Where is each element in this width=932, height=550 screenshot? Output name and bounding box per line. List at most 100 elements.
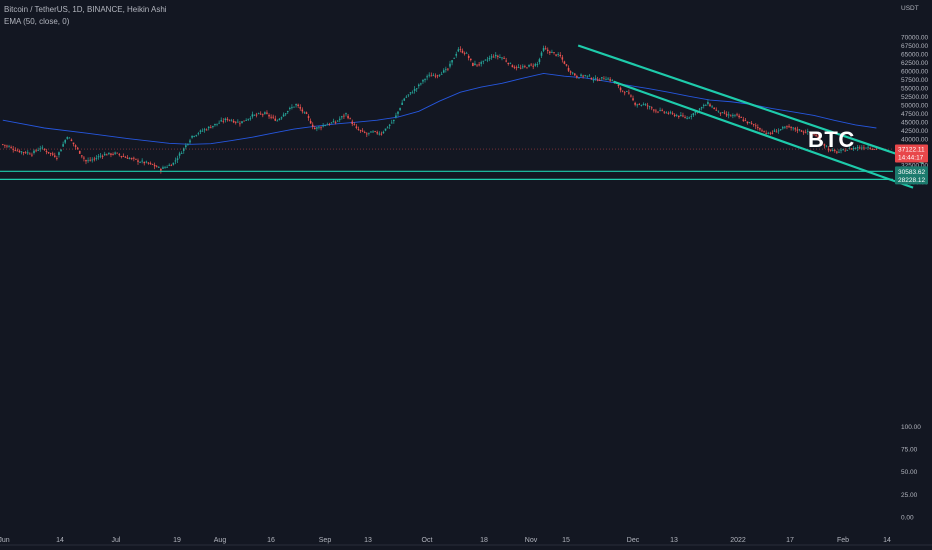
lower-tick-label: 50.00 — [901, 469, 918, 476]
ema-legend[interactable]: EMA (50, close, 0) — [4, 17, 70, 26]
candle-body — [719, 112, 722, 114]
candle-body — [707, 101, 709, 104]
candle-body — [748, 122, 751, 124]
candle-body — [112, 154, 114, 155]
candle-body — [515, 67, 518, 69]
candle-body — [769, 132, 772, 134]
time-tick-label: 2022 — [730, 537, 746, 544]
candle-body — [754, 125, 757, 127]
candle-body — [110, 153, 112, 155]
candle-body — [58, 152, 60, 155]
candle-body — [694, 111, 697, 113]
time-tick-label: 16 — [267, 537, 275, 544]
candle-body — [60, 149, 62, 152]
candle-body — [607, 78, 609, 80]
candle-body — [844, 150, 846, 152]
candle-body — [428, 74, 430, 76]
candle-body — [247, 118, 250, 120]
candle-body — [682, 115, 684, 117]
candle-body — [574, 73, 576, 76]
candle-body — [571, 72, 574, 74]
lower-pane-axis: 100.00 75.00 50.00 25.00 0.00 — [901, 424, 921, 522]
symbol-legend[interactable]: Bitcoin / TetherUS, 1D, BINANCE, Heikin … — [4, 5, 167, 14]
candle-body — [734, 114, 736, 116]
candle-body — [823, 144, 826, 146]
candle-body — [162, 167, 164, 169]
candle-body — [626, 91, 628, 92]
candle-body — [578, 77, 580, 79]
candle-body — [746, 121, 749, 124]
candle-body — [187, 143, 189, 145]
candle-body — [124, 157, 127, 158]
candle-body — [232, 120, 235, 123]
candle-body — [241, 121, 243, 124]
candle-body — [334, 122, 337, 124]
level-badge — [895, 166, 928, 177]
time-tick-label: 15 — [562, 537, 570, 544]
candle-body — [97, 156, 100, 158]
candle-body — [698, 108, 701, 110]
candle-body — [178, 153, 181, 156]
candle-body — [380, 133, 383, 135]
btc-annotation[interactable]: BTC — [808, 127, 855, 152]
candle-body — [767, 132, 770, 134]
candle-body — [831, 150, 834, 151]
candle-body — [195, 134, 198, 136]
candle-body — [66, 137, 69, 139]
candle-body — [442, 70, 445, 73]
candle-body — [865, 147, 867, 149]
time-tick-label: Sep — [319, 537, 332, 544]
lower-tick-label: 100.00 — [901, 424, 921, 431]
candle-body — [351, 121, 354, 124]
time-tick-label: Feb — [837, 537, 849, 544]
candle-body — [619, 87, 622, 91]
price-tick-label: 52500.00 — [901, 94, 928, 101]
candle-body — [736, 114, 738, 116]
candle-body — [551, 51, 553, 53]
candle-body — [761, 130, 763, 132]
price-tick-label: 42500.00 — [901, 128, 928, 135]
price-tick-label: 47500.00 — [901, 111, 928, 118]
candle-body — [796, 129, 799, 131]
candle-body — [588, 75, 591, 77]
candle-body — [289, 107, 291, 110]
candle-body — [750, 123, 753, 124]
candle-body — [399, 108, 401, 110]
candle-body — [234, 121, 237, 123]
candle-body — [711, 106, 713, 108]
candle-body — [116, 152, 118, 154]
candle-body — [594, 78, 597, 79]
candle-body — [611, 80, 614, 81]
candle-body — [338, 118, 341, 120]
candle-body — [732, 115, 734, 116]
candle-body — [465, 52, 468, 54]
candle-body — [630, 95, 632, 97]
candle-body — [692, 113, 695, 116]
candle-body — [786, 126, 788, 128]
candle-body — [103, 153, 106, 156]
time-tick-label: Oct — [422, 537, 433, 544]
current-price-badge — [895, 144, 928, 163]
candle-body — [164, 167, 166, 169]
candle-body — [422, 79, 424, 82]
candle-body — [89, 159, 91, 161]
candle-body — [411, 92, 414, 94]
candle-body — [268, 114, 270, 117]
time-tick-label: 14 — [56, 537, 64, 544]
candle-body — [730, 115, 732, 117]
candle-body — [659, 109, 661, 111]
candle-body — [341, 116, 343, 118]
candle-body — [311, 124, 314, 127]
candle-body — [395, 115, 397, 118]
candle-body — [8, 146, 10, 148]
candle-body — [852, 148, 855, 150]
candle-body — [492, 56, 495, 58]
candle-body — [519, 67, 522, 69]
candle-body — [26, 152, 29, 154]
candle-body — [846, 150, 849, 151]
price-tick-label: 65000.00 — [901, 52, 928, 59]
candle-body — [51, 153, 54, 155]
candle-body — [35, 150, 37, 152]
candle-body — [678, 115, 680, 118]
